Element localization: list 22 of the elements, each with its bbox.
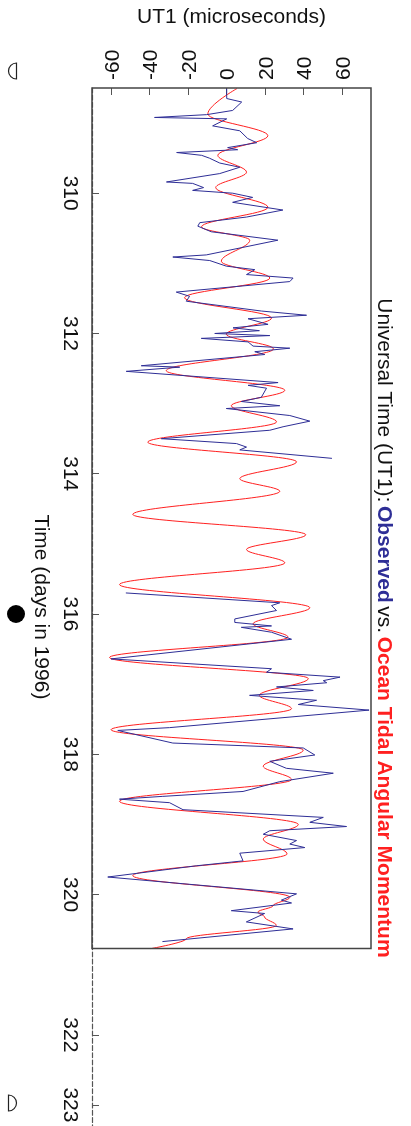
y-tick-label: 322	[60, 1017, 83, 1053]
x-tick-label: -40	[138, 49, 162, 80]
text: Universal Time (UT1):	[373, 298, 397, 503]
x-axis-title: UT1 (microseconds)	[136, 4, 327, 27]
y-tick-label: 318	[60, 736, 83, 772]
y-tick-label: 323	[60, 1087, 83, 1123]
x-tick-label: -60	[99, 49, 123, 80]
x-tick-label: 20	[253, 56, 277, 80]
y-axis-title: Time (days in 1996)	[31, 514, 55, 700]
x-tick-label: 60	[330, 56, 354, 80]
y-tick-label: 310	[60, 175, 83, 211]
y-tick-label: 314	[60, 456, 83, 492]
y-tick-label: 316	[60, 596, 83, 632]
x-tick-label: 0	[215, 68, 239, 80]
text: Observed	[373, 505, 397, 603]
x-tick-label: -20	[176, 49, 200, 80]
line-series	[109, 88, 311, 950]
text: vs.	[373, 606, 397, 633]
text: Ocean Tidal Angular Momentum	[373, 636, 397, 958]
y-tick-label: 312	[60, 315, 83, 351]
x-tick-label: 40	[292, 56, 316, 80]
y-tick-label: 320	[60, 877, 83, 913]
